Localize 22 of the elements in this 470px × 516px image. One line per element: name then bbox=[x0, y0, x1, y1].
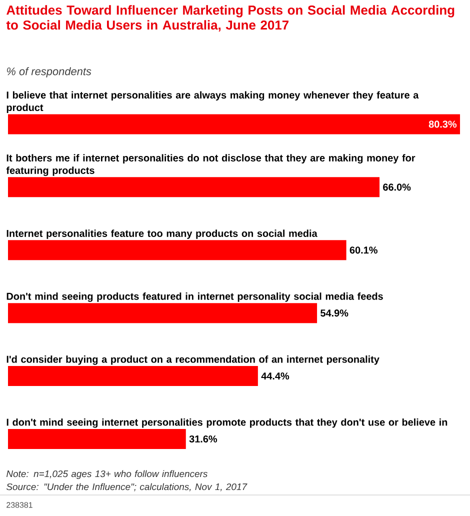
bar bbox=[8, 366, 258, 386]
data-label: 60.1% bbox=[350, 246, 378, 254]
chart-title: Attitudes Toward Influencer Marketing Posts on Social Media According to Social Media Users in Australia, June 2017 bbox=[6, 5, 454, 32]
data-label: 31.6% bbox=[189, 435, 218, 442]
data-label: 66.0% bbox=[383, 184, 411, 191]
bar bbox=[8, 240, 346, 260]
source-note: Source: "Under the Influence"; calculations, Nov 1, 2017 bbox=[6, 483, 248, 492]
data-label: 54.9% bbox=[320, 310, 348, 317]
y-tick-label: I don't mind seeing internet personalities promote products that they don't use or believe in bbox=[6, 418, 448, 428]
data-label: 44.4% bbox=[261, 372, 290, 380]
bar bbox=[8, 114, 460, 134]
y-tick-label: It bothers me if internet personalities do not disclose that they are making money for featuring products bbox=[6, 154, 416, 176]
text: Note: n=1,025 ages 13+ who follow influencers bbox=[6, 470, 208, 480]
bar bbox=[8, 428, 186, 449]
data-label: 80.3% bbox=[428, 120, 457, 128]
y-tick-label: Internet personalities feature too many products on social media bbox=[6, 230, 318, 239]
bar bbox=[8, 303, 318, 324]
y-tick-label: Don't mind seeing products featured in internet personality social media feeds bbox=[6, 292, 383, 302]
chart-subtitle: % of respondents bbox=[6, 67, 92, 78]
bar bbox=[8, 177, 380, 198]
y-tick-label: I believe that internet personalities are always making money whenever they feature a product bbox=[6, 91, 419, 114]
y-tick-label: I'd consider buying a product on a recommendation of an internet personality bbox=[6, 355, 380, 365]
